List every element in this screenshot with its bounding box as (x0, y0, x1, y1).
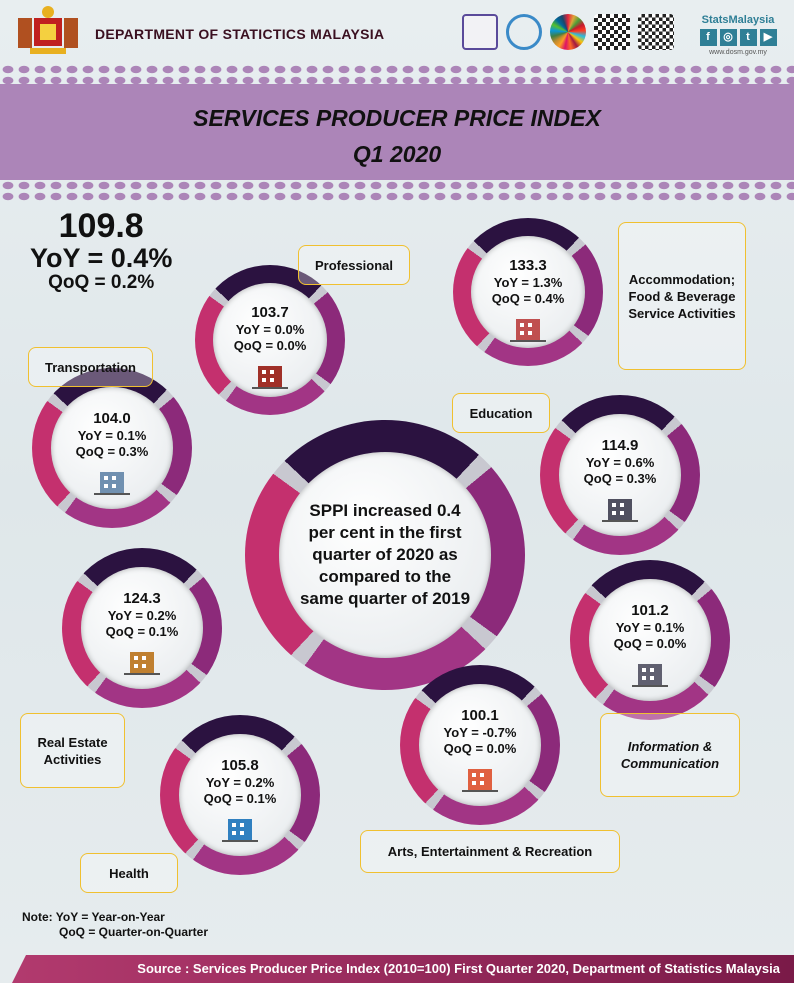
sector-value: 104.0 (93, 409, 131, 427)
overall-value: 109.8 (58, 207, 144, 245)
sector-circle: 100.1 YoY = -0.7% QoQ = 0.0% (400, 665, 560, 825)
sector-circle: 101.2 YoY = 0.1% QoQ = 0.0% (570, 560, 730, 720)
page-title: SERVICES PRODUCER PRICE INDEX Q1 2020 (0, 100, 794, 172)
sector-circle: 103.7 YoY = 0.0% QoQ = 0.0% (195, 265, 345, 415)
source-bar: Source : Services Producer Price Index (… (12, 955, 794, 983)
stats-brand-text: StatsMalaysia (701, 14, 775, 26)
sector-value: 100.1 (461, 706, 499, 724)
qr-code-facebook-icon[interactable] (638, 14, 674, 50)
twitter-icon[interactable]: t (739, 29, 757, 46)
sector-label: Health (80, 853, 178, 893)
amusement-park-icon (461, 768, 498, 792)
summary-text: SPPI increased 0.4 per cent in the first… (299, 500, 471, 608)
sector-yoy: YoY = 1.3% (493, 274, 563, 290)
sector-label: Professional (298, 245, 410, 285)
sector-circle: 105.8 YoY = 0.2% QoQ = 0.1% (160, 715, 320, 875)
sector-label: Education (452, 393, 550, 433)
sector-label: Information & Communication (600, 713, 740, 797)
hari-statistik-logo (506, 14, 542, 50)
airplane-icon (93, 471, 130, 495)
hotel-icon (510, 318, 546, 342)
banci-logo (462, 14, 498, 50)
sector-circle: 124.3 YoY = 0.2% QoQ = 0.1% (62, 548, 222, 708)
sector-value: 103.7 (251, 304, 289, 321)
sector-yoy: YoY = -0.7% (443, 724, 517, 740)
coat-of-arms-logo (18, 6, 78, 54)
sector-circle: 133.3 YoY = 1.3% QoQ = 0.4% (453, 218, 603, 366)
sector-yoy: YoY = 0.0% (235, 322, 305, 337)
sector-label: Accommodation; Food & Beverage Service A… (618, 222, 746, 370)
partner-logos (462, 14, 674, 50)
qr-code-icon[interactable] (594, 14, 630, 50)
sector-label: Arts, Entertainment & Recreation (360, 830, 620, 873)
sector-qoq: QoQ = 0.0% (613, 635, 687, 651)
overall-yoy: YoY = 0.4% (30, 243, 173, 273)
sector-yoy: YoY = 0.2% (205, 774, 275, 790)
sector-value: 101.2 (631, 601, 669, 619)
website-link[interactable]: www.dosm.gov.my (709, 49, 767, 56)
sector-qoq: QoQ = 0.3% (75, 443, 149, 459)
overall-qoq: QoQ = 0.2% (48, 272, 155, 293)
sdg-wheel-logo (550, 14, 586, 50)
sector-value: 124.3 (123, 589, 161, 607)
note-qoq: QoQ = Quarter-on-Quarter (59, 925, 209, 939)
title-band (0, 62, 794, 202)
sector-label: Real Estate Activities (20, 713, 125, 788)
sector-label: Transportation (28, 347, 153, 387)
header: DEPARTMENT OF STATICTICS MALAYSIA StatsM… (0, 0, 794, 62)
sector-qoq: QoQ = 0.3% (583, 470, 657, 486)
title-line-2: Q1 2020 (352, 141, 442, 167)
sector-qoq: QoQ = 0.0% (233, 338, 307, 353)
sector-yoy: YoY = 0.1% (615, 619, 685, 635)
sector-qoq: QoQ = 0.1% (203, 790, 277, 806)
satellite-dish-icon (631, 663, 668, 687)
sector-qoq: QoQ = 0.1% (105, 623, 179, 639)
hospital-icon (221, 818, 258, 842)
youtube-icon[interactable]: ▶ (759, 29, 777, 46)
overall-index: 109.8 YoY = 0.4% QoQ = 0.2% (30, 208, 172, 294)
summary-circle: SPPI increased 0.4 per cent in the first… (245, 420, 525, 690)
sector-circle: 104.0 YoY = 0.1% QoQ = 0.3% (32, 368, 192, 528)
sector-yoy: YoY = 0.2% (107, 607, 177, 623)
sector-qoq: QoQ = 0.0% (443, 740, 517, 756)
sector-value: 133.3 (509, 256, 547, 274)
note: Note: YoY = Year-on-Year QoQ = Quarter-o… (22, 910, 208, 940)
sector-yoy: YoY = 0.1% (77, 427, 147, 443)
note-yoy: Note: YoY = Year-on-Year (22, 910, 165, 924)
sector-value: 114.9 (601, 436, 639, 454)
facebook-icon[interactable]: f (699, 29, 717, 46)
department-name: DEPARTMENT OF STATICTICS MALAYSIA (95, 26, 385, 42)
title-line-1: SERVICES PRODUCER PRICE INDEX (193, 105, 601, 131)
instagram-icon[interactable]: ◎ (719, 29, 737, 46)
sector-circle: 114.9 YoY = 0.6% QoQ = 0.3% (540, 395, 700, 555)
graduation-books-icon (601, 498, 638, 522)
stats-malaysia-brand: StatsMalaysia f ◎ t ▶ www.dosm.gov.my (693, 14, 783, 56)
sector-qoq: QoQ = 0.4% (491, 290, 565, 306)
sector-yoy: YoY = 0.6% (585, 454, 655, 470)
building-icon (252, 366, 288, 389)
sector-value: 105.8 (221, 756, 259, 774)
real-estate-icon (123, 651, 160, 675)
